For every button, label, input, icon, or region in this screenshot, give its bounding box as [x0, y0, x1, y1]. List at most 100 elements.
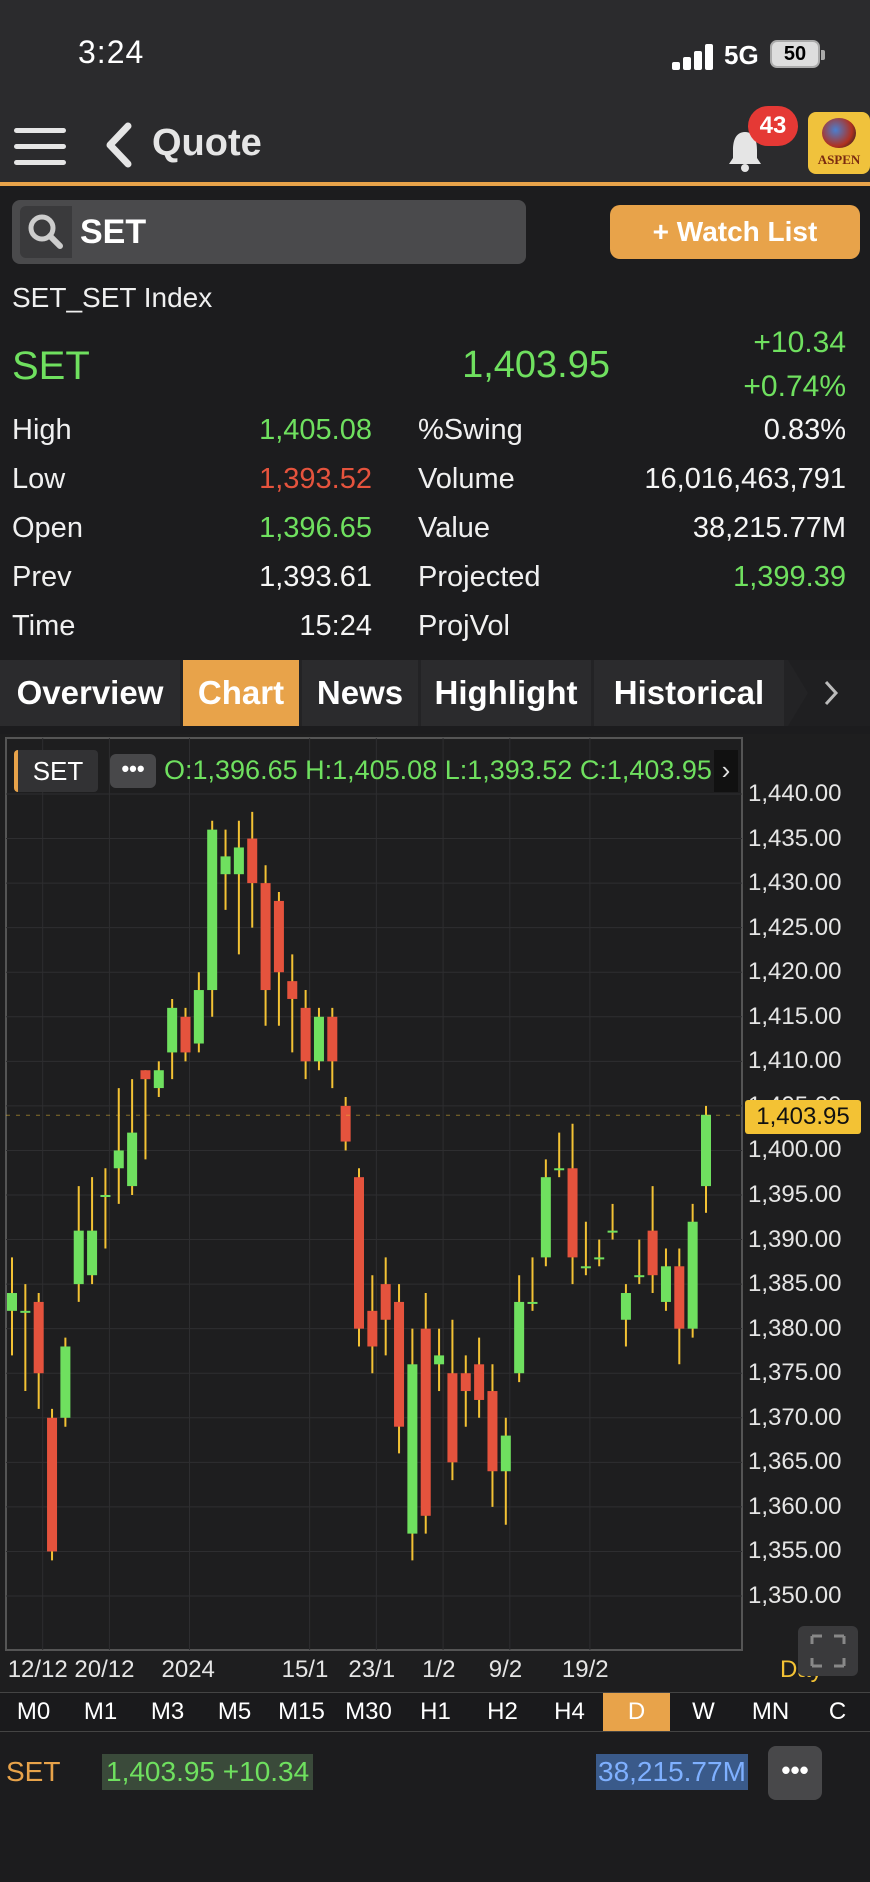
bottom-symbol: SET: [6, 1756, 61, 1787]
candle-body: [220, 856, 231, 875]
candle-body: [273, 900, 284, 973]
y-tick-label: 1,400.00: [748, 1136, 842, 1164]
back-chevron-icon[interactable]: [100, 120, 140, 170]
aspen-logo[interactable]: ASPEN: [808, 112, 870, 174]
candle-body: [60, 1346, 71, 1418]
y-tick-label: 1,355.00: [748, 1537, 842, 1565]
timeframe-h2[interactable]: H2: [487, 1698, 518, 1725]
timeframe-m15[interactable]: M15: [278, 1698, 325, 1725]
x-tick-label: 23/1: [348, 1656, 396, 1683]
candle-body: [207, 829, 218, 991]
timeframe-mn[interactable]: MN: [751, 1698, 790, 1725]
x-tick-label: 12/12: [7, 1656, 68, 1683]
chart-options-button[interactable]: •••: [110, 754, 156, 788]
x-tick-label: 1/2: [422, 1656, 456, 1683]
bottom-bar: SET 1,403.95 +10.34 38,215.77M •••: [0, 1734, 870, 1882]
y-tick-label: 1,350.00: [748, 1582, 842, 1609]
tab-chart[interactable]: Chart: [183, 660, 299, 726]
quote-label: Low: [12, 463, 66, 495]
ohlc-readout: O:1,396.65 H:1,405.08 L:1,393.52 C:1,403…: [164, 755, 712, 785]
x-tick-label: 15/1: [281, 1656, 329, 1683]
candle-body: [380, 1284, 391, 1320]
signal-icon: [672, 44, 716, 70]
menu-icon[interactable]: [14, 124, 66, 168]
search-input[interactable]: [80, 208, 510, 256]
candle-body: [460, 1373, 471, 1392]
symbol: SET: [12, 344, 90, 388]
tab-news[interactable]: News: [302, 660, 418, 726]
quote-value: 0.83%: [763, 414, 846, 446]
price-change: +10.34: [753, 326, 846, 359]
y-tick-label: 1,365.00: [748, 1448, 842, 1476]
candle-body: [447, 1373, 458, 1463]
status-bar: 3:24 5G 50: [0, 0, 870, 110]
quote-row: Time 15:24 ProjVol: [0, 610, 870, 650]
candlestick-chart[interactable]: [0, 734, 870, 1694]
timeframe-d[interactable]: D: [603, 1693, 670, 1731]
candle-body: [474, 1364, 485, 1400]
search-icon[interactable]: [20, 206, 72, 258]
chart-area[interactable]: [0, 734, 870, 1694]
quote-label: Open: [12, 512, 83, 544]
tabs-more[interactable]: [788, 660, 870, 726]
candle-body: [247, 838, 258, 884]
quote-value: 1,399.39: [733, 561, 846, 593]
quote-label: Projected: [418, 561, 541, 593]
timeframe-h1[interactable]: H1: [420, 1698, 451, 1725]
quote-label: Value: [418, 512, 491, 544]
chevron-right-icon: [788, 660, 839, 726]
expand-icon[interactable]: [798, 1626, 858, 1676]
candle-body: [20, 1310, 31, 1313]
x-tick-label: 19/2: [561, 1656, 609, 1683]
tab-highlight[interactable]: Highlight: [421, 660, 591, 726]
quote-row: Prev 1,393.61 Projected 1,399.39: [0, 561, 870, 601]
timeframe-m5[interactable]: M5: [217, 1698, 252, 1725]
timeframe-bar: M0 M1 M3 M5 M15 M30 H1 H2 H4 D W MN C: [0, 1692, 870, 1732]
more-options-button[interactable]: •••: [768, 1746, 822, 1800]
timeframe-m3[interactable]: M3: [150, 1698, 185, 1725]
candle-body: [287, 981, 298, 999]
tab-overview[interactable]: Overview: [0, 660, 180, 726]
watch-list-button[interactable]: + Watch List: [610, 205, 860, 259]
candle-body: [487, 1391, 498, 1472]
timeframe-w[interactable]: W: [692, 1698, 715, 1725]
candle-body: [500, 1435, 511, 1472]
quote-value: 1,393.52: [259, 463, 372, 495]
candle-body: [554, 1168, 565, 1171]
y-tick-label: 1,380.00: [748, 1314, 842, 1342]
search-box[interactable]: [12, 200, 526, 264]
timeframe-m1[interactable]: M1: [83, 1698, 118, 1725]
notification-badge: 43: [748, 106, 798, 146]
candle-body: [407, 1364, 418, 1534]
timeframe-h4[interactable]: H4: [554, 1698, 585, 1725]
chevron-right-icon[interactable]: ›: [714, 750, 738, 792]
candle-body: [140, 1070, 151, 1080]
candle-body: [153, 1070, 164, 1089]
candle-body: [647, 1230, 658, 1276]
tab-historical[interactable]: Historical: [594, 660, 784, 726]
quote-value: 15:24: [299, 610, 372, 642]
candle-body: [113, 1150, 124, 1169]
candle-body: [354, 1177, 364, 1329]
timeframe-m30[interactable]: M30: [345, 1698, 392, 1725]
timeframe-m0[interactable]: M0: [16, 1698, 51, 1725]
candle-body: [340, 1105, 351, 1142]
quote-value: 16,016,463,791: [644, 463, 846, 495]
y-tick-label: 1,415.00: [748, 1002, 842, 1030]
nav-bar: Quote 43 ASPEN: [0, 106, 870, 186]
last-price: 1,403.95: [462, 344, 610, 386]
price-change-percent: +0.74%: [743, 370, 846, 403]
candle-body: [367, 1310, 378, 1347]
logo-text: ASPEN: [817, 152, 861, 167]
timeframe-c[interactable]: C: [828, 1698, 847, 1725]
candle-body: [313, 1016, 324, 1062]
status-time: 3:24: [78, 34, 145, 70]
quote-value: 1,396.65: [259, 512, 372, 544]
candle-body: [607, 1230, 618, 1233]
quote-value: 1,393.61: [259, 561, 372, 593]
x-tick-label: 9/2: [488, 1656, 523, 1683]
chart-symbol-chip[interactable]: SET: [14, 750, 98, 792]
candle-body: [674, 1266, 685, 1329]
candle-body: [87, 1230, 98, 1276]
candle-body: [327, 1016, 338, 1062]
